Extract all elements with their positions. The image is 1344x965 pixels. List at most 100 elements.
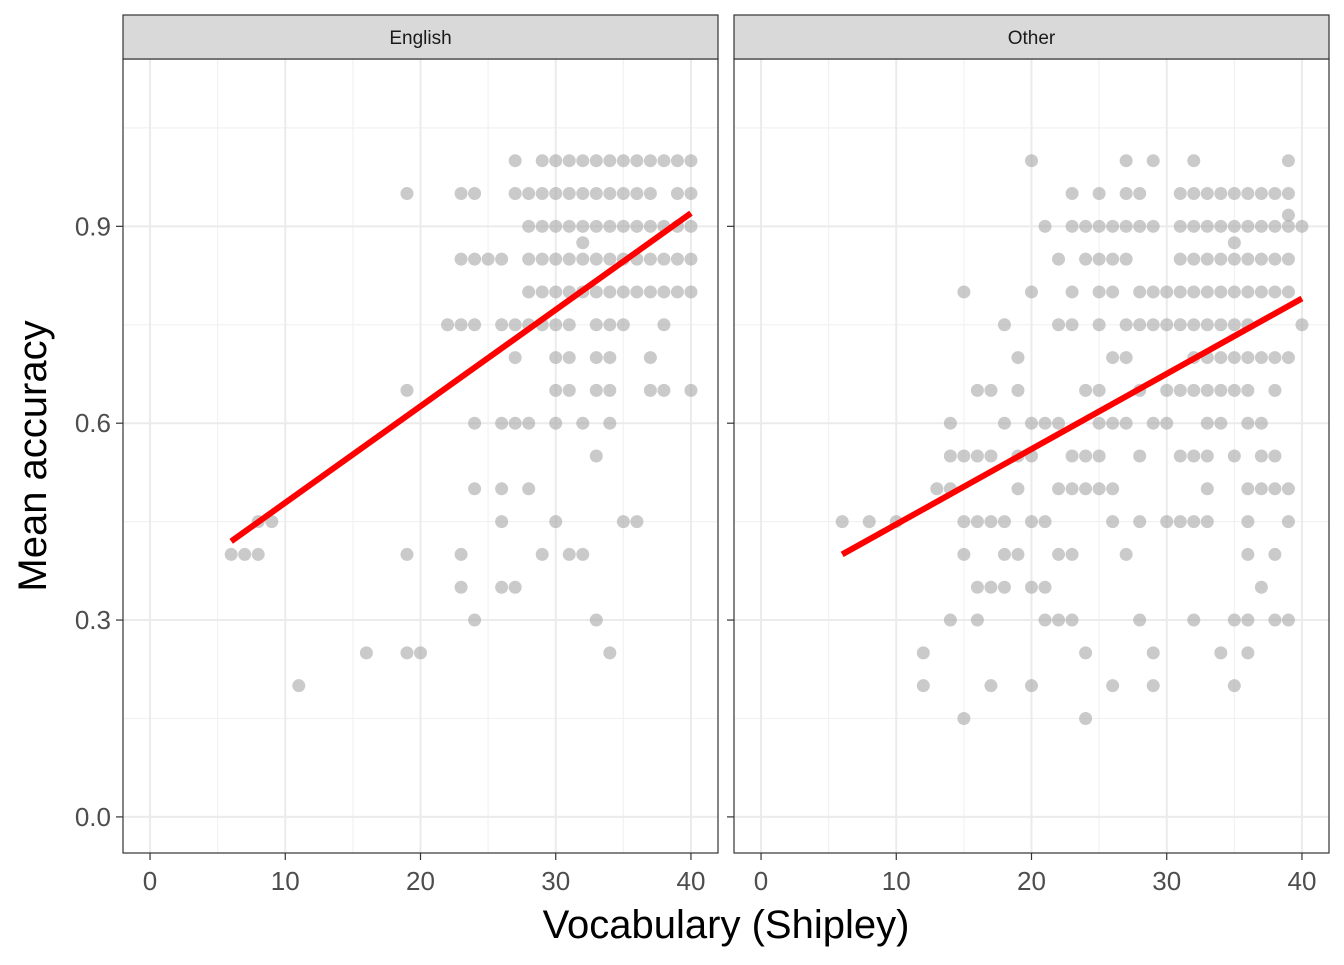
data-point — [522, 252, 536, 266]
data-point — [562, 252, 576, 266]
data-point — [630, 187, 644, 201]
data-point — [1038, 613, 1052, 627]
data-point — [1187, 318, 1201, 332]
data-point — [1173, 383, 1187, 397]
data-point — [454, 187, 468, 201]
data-point — [970, 515, 984, 529]
data-point — [643, 285, 657, 299]
data-point — [1011, 547, 1025, 561]
data-point — [1200, 416, 1214, 430]
data-point — [251, 547, 265, 561]
data-point — [616, 515, 630, 529]
data-point — [1214, 187, 1228, 201]
data-point — [643, 351, 657, 365]
data-point — [1241, 285, 1255, 299]
data-point — [1092, 187, 1106, 201]
data-point — [1173, 318, 1187, 332]
data-point — [1187, 219, 1201, 233]
data-point — [943, 613, 957, 627]
data-point — [657, 383, 671, 397]
data-point — [495, 482, 509, 496]
data-point — [670, 154, 684, 168]
data-point — [576, 252, 590, 266]
data-point — [1011, 383, 1025, 397]
data-point — [589, 351, 603, 365]
data-point — [1227, 383, 1241, 397]
data-point — [1241, 219, 1255, 233]
regression-line — [840, 295, 1304, 558]
data-point — [1241, 416, 1255, 430]
data-point — [1065, 613, 1079, 627]
data-point — [984, 580, 998, 594]
data-point — [1214, 252, 1228, 266]
data-point — [1214, 285, 1228, 299]
data-point — [1106, 252, 1120, 266]
data-point — [657, 154, 671, 168]
data-point — [535, 219, 549, 233]
data-point — [1106, 351, 1120, 365]
data-point — [576, 187, 590, 201]
data-point — [1052, 416, 1066, 430]
data-point — [1241, 252, 1255, 266]
data-point — [1254, 252, 1268, 266]
data-point — [400, 547, 414, 561]
data-point — [1133, 285, 1147, 299]
data-point — [495, 252, 509, 266]
data-point — [1173, 449, 1187, 463]
data-point — [1187, 154, 1201, 168]
data-point — [562, 219, 576, 233]
panel-english: English 0 10 20 30 40 0.0 0.3 0.6 0.9 — [75, 14, 719, 896]
data-point — [1200, 482, 1214, 496]
data-point — [603, 318, 617, 332]
data-point — [643, 187, 657, 201]
data-point — [224, 547, 238, 561]
data-point — [562, 351, 576, 365]
data-point — [589, 252, 603, 266]
data-point — [1106, 285, 1120, 299]
data-point — [1268, 383, 1282, 397]
data-point — [1146, 679, 1160, 693]
data-point — [643, 154, 657, 168]
data-point — [400, 383, 414, 397]
data-point — [359, 646, 373, 660]
data-point — [549, 416, 563, 430]
data-point — [1227, 613, 1241, 627]
data-point — [1146, 219, 1160, 233]
data-point — [1187, 613, 1201, 627]
facet-strip-label: Other — [1008, 28, 1056, 49]
data-point — [1025, 679, 1038, 693]
data-point — [603, 351, 617, 365]
data-point — [630, 515, 644, 529]
data-point — [1281, 482, 1295, 496]
data-point — [643, 219, 657, 233]
data-point — [1011, 482, 1025, 496]
data-point — [1214, 383, 1228, 397]
data-point — [1106, 515, 1120, 529]
x-tick-label: 30 — [1152, 866, 1181, 896]
x-axis-title: Vocabulary (Shipley) — [543, 903, 910, 947]
data-point — [1241, 515, 1255, 529]
data-point — [1227, 252, 1241, 266]
data-point — [1281, 208, 1295, 222]
data-point — [1268, 187, 1282, 201]
data-point — [1079, 449, 1093, 463]
data-point — [1187, 285, 1201, 299]
data-point — [657, 252, 671, 266]
data-point — [576, 416, 590, 430]
data-point — [1173, 285, 1187, 299]
data-point — [1038, 416, 1052, 430]
data-point — [1106, 416, 1120, 430]
data-point — [468, 318, 482, 332]
data-point — [589, 187, 603, 201]
data-point — [1119, 547, 1133, 561]
data-point — [1092, 416, 1106, 430]
data-point — [684, 219, 698, 233]
data-point — [630, 219, 644, 233]
data-point — [1106, 219, 1120, 233]
data-point — [1268, 252, 1282, 266]
data-point — [684, 187, 698, 201]
data-point — [589, 285, 603, 299]
data-point — [1281, 515, 1295, 529]
x-tick-label: 40 — [1287, 866, 1316, 896]
data-point — [508, 416, 522, 430]
